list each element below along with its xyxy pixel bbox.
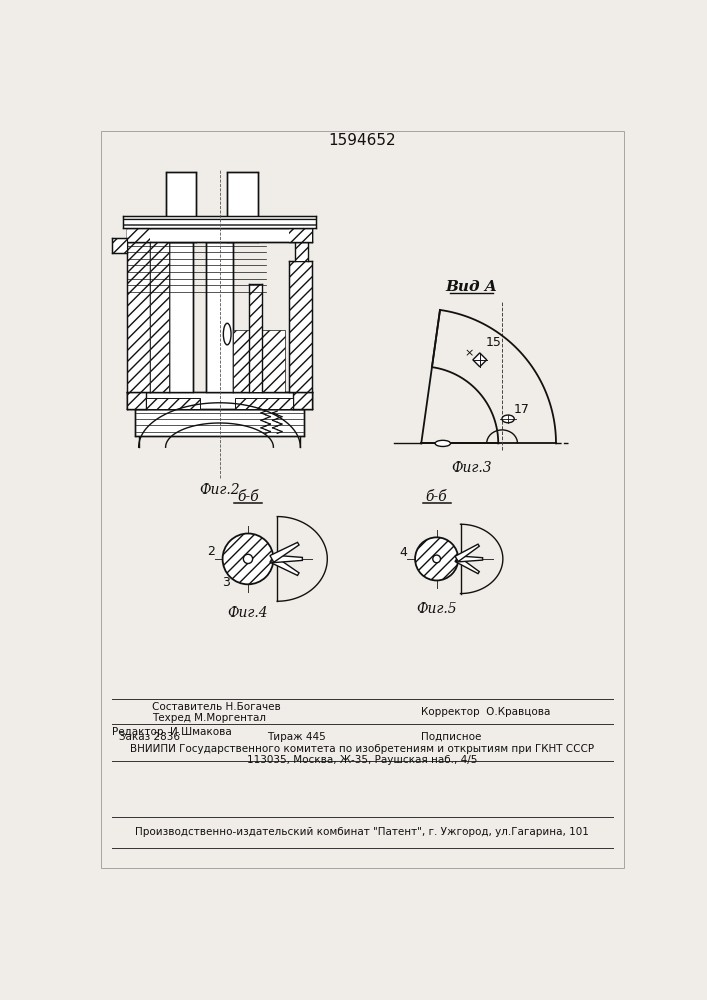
Polygon shape	[270, 556, 299, 575]
Text: Производственно-издательский комбинат "Патент", г. Ужгород, ул.Гагарина, 101: Производственно-издательский комбинат "П…	[135, 827, 589, 837]
Text: 15: 15	[486, 336, 501, 349]
Text: Составитель Н.Богачев: Составитель Н.Богачев	[152, 702, 281, 712]
Text: Тираж 445: Тираж 445	[267, 732, 326, 742]
Bar	[127, 228, 150, 242]
Text: 4: 4	[399, 546, 407, 559]
Bar	[170, 242, 192, 392]
Circle shape	[415, 537, 458, 580]
Bar	[165, 172, 197, 242]
Bar	[227, 172, 258, 242]
Bar	[135, 409, 304, 436]
Text: ВНИИПИ Государственного комитета по изобретениям и открытиям при ГКНТ СССР: ВНИИПИ Государственного комитета по изоб…	[130, 744, 594, 754]
Text: 17: 17	[514, 403, 530, 416]
Text: б-б: б-б	[237, 490, 259, 504]
Bar	[112, 238, 127, 253]
Text: Подписное: Подписное	[421, 732, 481, 742]
Text: б-б: б-б	[426, 490, 448, 504]
Bar	[127, 392, 312, 409]
Text: Фиг.5: Фиг.5	[416, 602, 457, 616]
Bar	[150, 238, 170, 392]
Bar	[288, 261, 312, 392]
Text: 2: 2	[207, 545, 215, 558]
Text: Редактор  И.Шмакова: Редактор И.Шмакова	[112, 727, 231, 737]
Polygon shape	[455, 544, 479, 562]
Polygon shape	[473, 353, 486, 367]
Polygon shape	[455, 556, 479, 574]
Bar	[146, 398, 200, 409]
Text: Техред М.Моргентал: Техред М.Моргентал	[152, 713, 266, 723]
Bar	[127, 238, 150, 392]
Text: Фиг.2: Фиг.2	[199, 483, 240, 497]
Bar	[127, 392, 146, 409]
Text: 1594652: 1594652	[328, 133, 396, 148]
Bar	[127, 228, 312, 242]
Circle shape	[243, 554, 252, 564]
Text: Корректор  О.Кравцова: Корректор О.Кравцова	[421, 707, 551, 717]
Text: 113035, Москва, Ж-35, Раушская наб., 4/5: 113035, Москва, Ж-35, Раушская наб., 4/5	[247, 755, 477, 765]
Bar	[123, 216, 316, 228]
Polygon shape	[272, 555, 303, 563]
Bar	[233, 330, 285, 392]
Bar	[206, 242, 233, 392]
Text: Вид A: Вид A	[445, 280, 497, 294]
Polygon shape	[457, 556, 483, 562]
Text: Фиг.3: Фиг.3	[451, 461, 491, 475]
Bar	[235, 398, 293, 409]
Bar	[288, 228, 312, 242]
Text: Фиг.4: Фиг.4	[228, 606, 268, 620]
Text: 3: 3	[223, 576, 230, 588]
Circle shape	[433, 555, 440, 563]
Bar	[293, 392, 312, 409]
Bar	[295, 230, 308, 261]
Ellipse shape	[502, 415, 514, 423]
Ellipse shape	[435, 440, 450, 446]
Text: Заказ 2836: Заказ 2836	[119, 732, 180, 742]
Circle shape	[223, 533, 274, 584]
Bar	[249, 284, 262, 392]
Text: ×: ×	[464, 349, 474, 359]
Polygon shape	[270, 542, 299, 562]
Ellipse shape	[223, 323, 231, 345]
